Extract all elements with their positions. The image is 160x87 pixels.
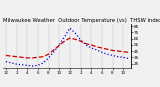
Text: Milwaukee Weather  Outdoor Temperature (vs)  THSW Index  per Hour  (Last 24 Hour: Milwaukee Weather Outdoor Temperature (v…	[3, 18, 160, 23]
